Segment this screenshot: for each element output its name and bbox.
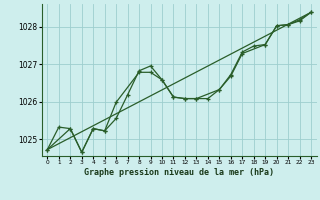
X-axis label: Graphe pression niveau de la mer (hPa): Graphe pression niveau de la mer (hPa) (84, 168, 274, 177)
